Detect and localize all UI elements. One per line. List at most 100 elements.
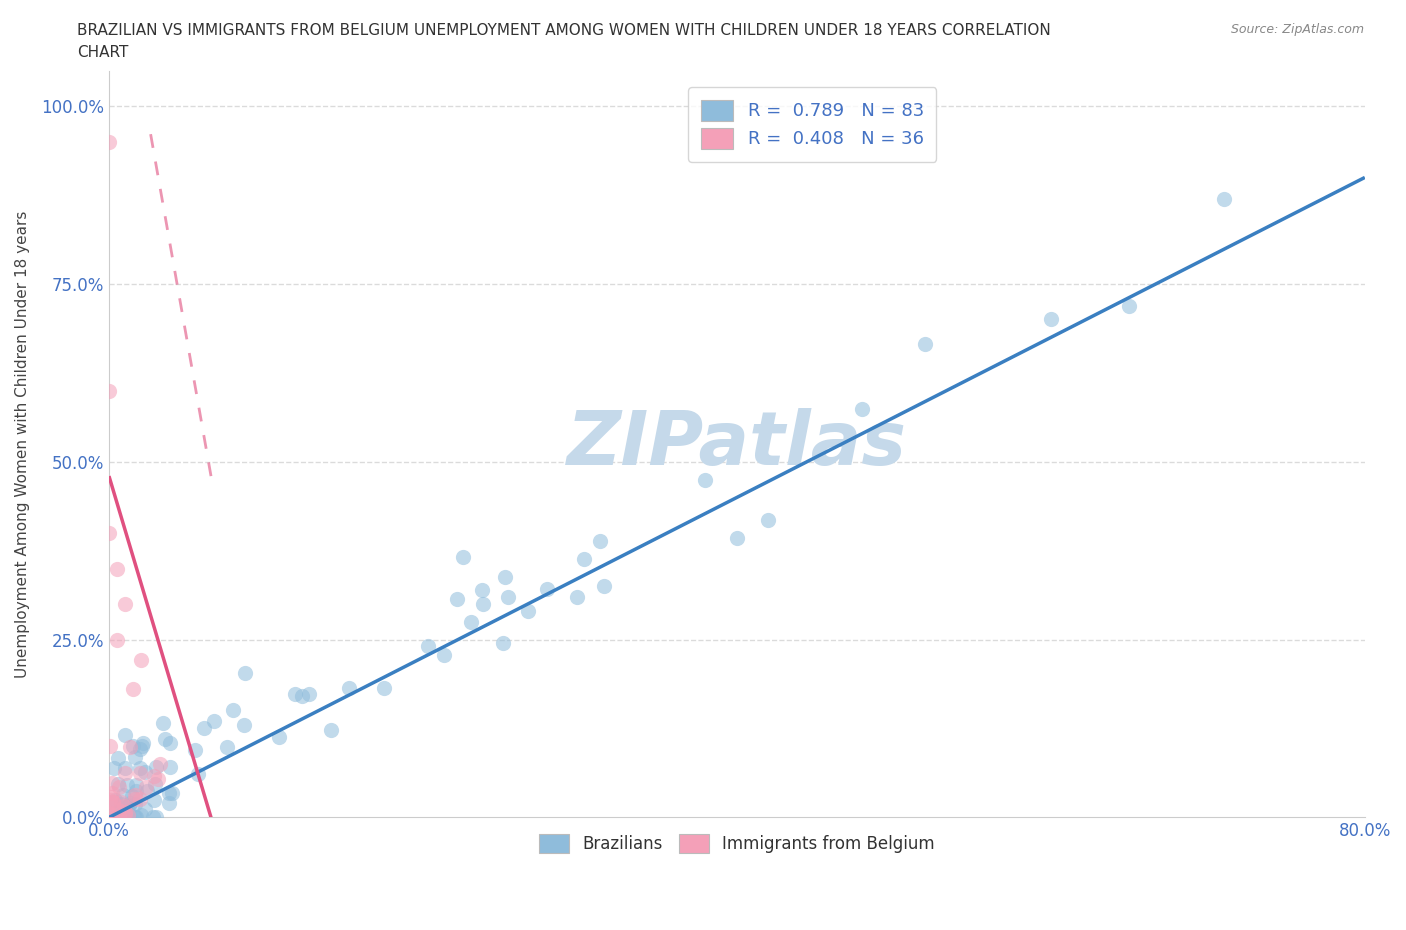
Point — [115, 800, 138, 815]
Point — [114, 806, 136, 821]
Point — [187, 766, 209, 781]
Point — [148, 771, 170, 786]
Point — [494, 569, 516, 584]
Point — [221, 702, 243, 717]
Point — [471, 596, 494, 611]
Point — [373, 681, 395, 696]
Point — [131, 738, 153, 753]
Point — [107, 751, 129, 765]
Point — [1118, 299, 1140, 313]
Point — [149, 757, 172, 772]
Point — [114, 804, 136, 819]
Point — [98, 792, 121, 807]
Point — [319, 723, 342, 737]
Point — [416, 639, 439, 654]
Point — [517, 604, 540, 618]
Point — [104, 792, 127, 807]
Point — [337, 680, 360, 695]
Point — [471, 582, 494, 597]
Point — [135, 783, 157, 798]
Point — [128, 760, 150, 775]
Point — [433, 647, 456, 662]
Point — [184, 742, 207, 757]
Point — [124, 810, 146, 825]
Point — [107, 777, 129, 791]
Point — [117, 807, 139, 822]
Point — [112, 799, 135, 814]
Point — [851, 401, 873, 416]
Point — [100, 808, 122, 823]
Point — [145, 760, 167, 775]
Point — [121, 682, 143, 697]
Text: BRAZILIAN VS IMMIGRANTS FROM BELGIUM UNEMPLOYMENT AMONG WOMEN WITH CHILDREN UNDE: BRAZILIAN VS IMMIGRANTS FROM BELGIUM UNE… — [77, 23, 1052, 38]
Point — [284, 686, 307, 701]
Point — [129, 807, 152, 822]
Point — [111, 788, 134, 803]
Point — [100, 807, 122, 822]
Point — [98, 738, 121, 753]
Point — [756, 512, 779, 527]
Point — [143, 768, 166, 783]
Point — [142, 792, 165, 807]
Point — [291, 688, 314, 703]
Point — [593, 578, 616, 593]
Point — [103, 761, 125, 776]
Point — [453, 550, 475, 565]
Point — [110, 795, 132, 810]
Point — [107, 779, 129, 794]
Point — [98, 135, 121, 150]
Point — [117, 777, 139, 792]
Point — [135, 780, 157, 795]
Point — [492, 635, 515, 650]
Point — [536, 581, 558, 596]
Point — [125, 777, 148, 792]
Point — [157, 786, 180, 801]
Point — [914, 337, 936, 352]
Legend: Brazilians, Immigrants from Belgium: Brazilians, Immigrants from Belgium — [530, 826, 943, 861]
Point — [193, 721, 215, 736]
Point — [114, 727, 136, 742]
Point — [124, 788, 146, 803]
Point — [114, 765, 136, 780]
Text: ZIPatlas: ZIPatlas — [567, 407, 907, 481]
Point — [565, 590, 588, 604]
Point — [105, 632, 128, 647]
Point — [134, 764, 156, 779]
Point — [120, 796, 142, 811]
Point — [1039, 312, 1062, 326]
Point — [725, 530, 748, 545]
Point — [460, 615, 482, 630]
Point — [145, 810, 167, 825]
Point — [297, 686, 319, 701]
Point — [124, 791, 146, 806]
Point — [124, 796, 146, 811]
Point — [215, 739, 238, 754]
Point — [129, 742, 152, 757]
Point — [589, 534, 612, 549]
Point — [157, 796, 180, 811]
Point — [107, 803, 129, 817]
Point — [267, 729, 290, 744]
Point — [160, 786, 183, 801]
Point — [446, 591, 468, 606]
Point — [1212, 192, 1234, 206]
Point — [114, 761, 136, 776]
Y-axis label: Unemployment Among Women with Children Under 18 years: Unemployment Among Women with Children U… — [15, 210, 30, 678]
Point — [103, 794, 125, 809]
Point — [100, 786, 122, 801]
Point — [132, 736, 155, 751]
Point — [98, 383, 121, 398]
Point — [100, 790, 122, 804]
Point — [103, 794, 125, 809]
Point — [572, 551, 595, 566]
Point — [118, 798, 141, 813]
Point — [124, 750, 146, 764]
Point — [122, 810, 145, 825]
Point — [105, 561, 128, 576]
Point — [124, 810, 146, 825]
Point — [131, 652, 153, 667]
Text: CHART: CHART — [77, 45, 129, 60]
Point — [118, 739, 141, 754]
Point — [115, 805, 138, 820]
Point — [98, 804, 121, 819]
